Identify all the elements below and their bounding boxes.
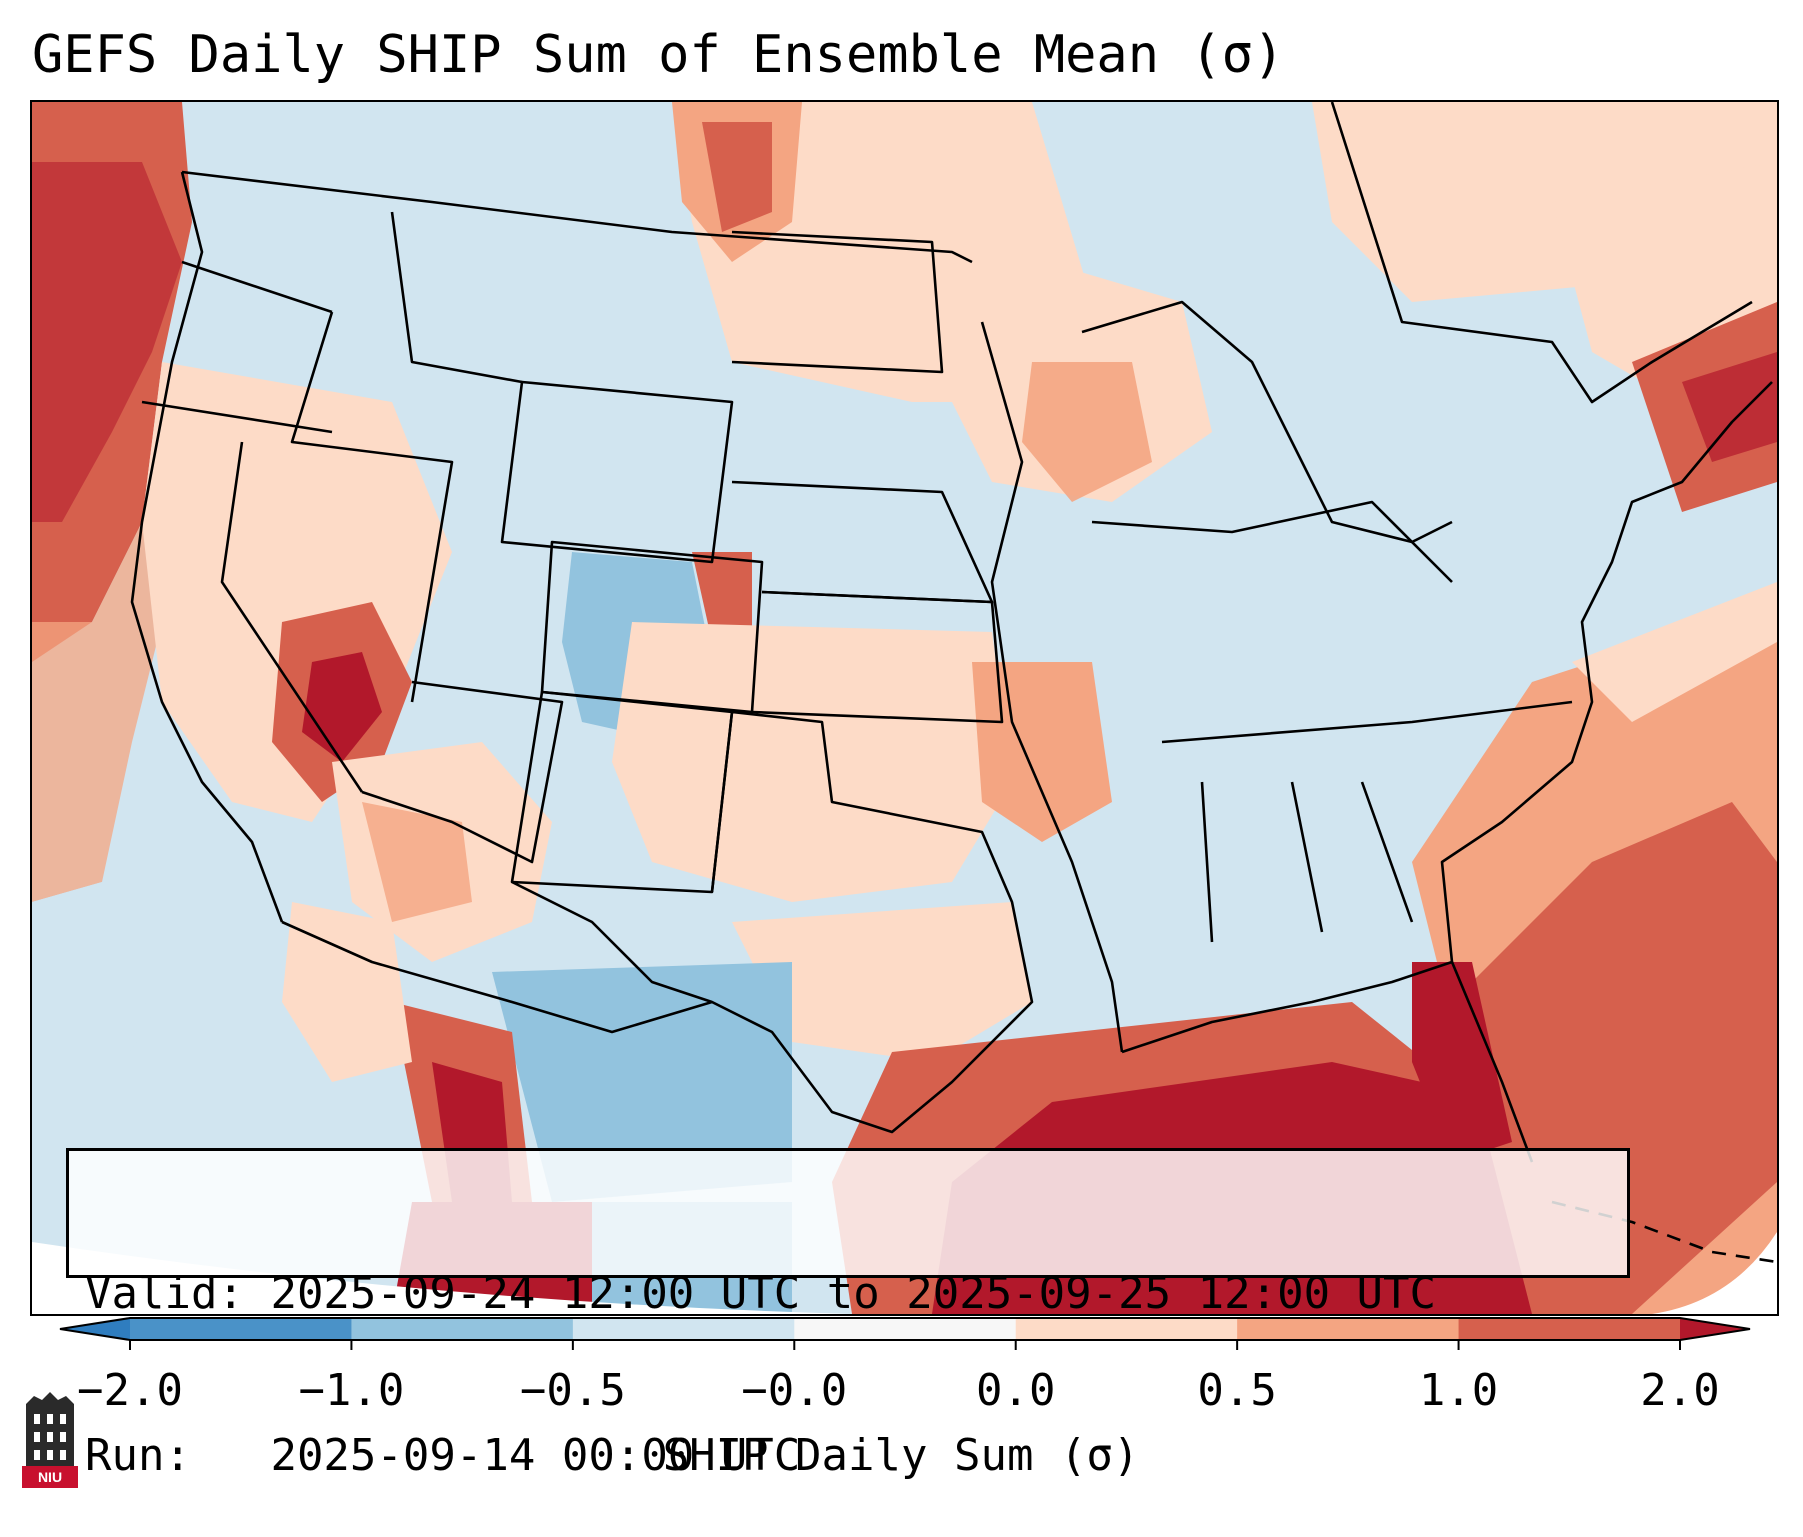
anomaly-colorado-positive (692, 552, 752, 642)
colorbar-tick-label: −1.0 (298, 1365, 405, 1416)
ohio-valley (1091, 500, 1453, 583)
anomaly-arkansas (972, 662, 1112, 842)
projection-edge-right (1652, 1232, 1777, 1314)
mississippi-river (980, 321, 1124, 1053)
anomaly-mexico-negative (492, 962, 792, 1202)
colorbar-tick-label: −0.5 (519, 1365, 626, 1416)
washington-oregon (181, 260, 333, 314)
anomaly-pacific-south (32, 882, 152, 1112)
colorbar-tick-label: 1.0 (1418, 1365, 1499, 1416)
idaho-montana (390, 211, 523, 384)
canada-east (1330, 102, 1753, 404)
colorbar-tick-label: 2.0 (1640, 1365, 1720, 1416)
colorbar-bin (1015, 1318, 1238, 1340)
colorbar-tick-label: 0.5 (1197, 1365, 1277, 1416)
logo-band (22, 1466, 78, 1488)
run-label: Run: (85, 1430, 191, 1481)
logo-windows (34, 1414, 66, 1460)
oregon-california (141, 400, 333, 434)
tennessee (1161, 700, 1573, 744)
run-line: Run: 2025-09-14 00:00 UTC (85, 1429, 1627, 1483)
colorbar-bin (1458, 1318, 1681, 1340)
colorbar-extend-low (60, 1318, 130, 1340)
arizona-border (361, 680, 564, 864)
anomaly-map (32, 102, 1777, 1314)
cuba-outline (1551, 1200, 1777, 1264)
anomaly-pacific-fringe (32, 522, 162, 902)
colorbar-tick-label: −0.0 (741, 1365, 848, 1416)
texas (511, 710, 1034, 1134)
colorbar-tick-label: −2.0 (77, 1365, 183, 1416)
anomaly-baja-light (282, 902, 412, 1082)
colorbar (59, 1317, 1751, 1350)
anomaly-nevada-core (302, 652, 382, 762)
anomaly-montana-core (702, 122, 772, 232)
anomaly-atlantic-fringe (1572, 582, 1777, 722)
map-title: GEFS Daily SHIP Sum of Ensemble Mean (σ) (32, 25, 1285, 85)
valid-value: 2025-09-24 12:00 UTC to 2025-09-25 12:00… (270, 1268, 1437, 1319)
logo-text: NIU (37, 1469, 63, 1485)
nevada-border (220, 441, 364, 793)
colorbar-bin (1237, 1318, 1460, 1340)
west-coast (130, 171, 284, 923)
borders (130, 102, 1777, 1264)
projection-edge (32, 1242, 852, 1314)
run-value: 2025-09-14 00:00 UTC (270, 1430, 801, 1481)
anomaly-new-england-core (1682, 352, 1777, 462)
wyoming (500, 380, 734, 564)
valid-line: Valid: 2025-09-24 12:00 UTC to 2025-09-2… (85, 1267, 1627, 1321)
colorbar-bin (572, 1318, 795, 1340)
niu-logo-icon (22, 1392, 78, 1488)
valid-label: Valid: (85, 1268, 244, 1319)
anomaly-pacific-core (32, 162, 182, 522)
alabama-georgia (1200, 781, 1414, 943)
us-canada-border (181, 170, 973, 264)
mexico-border (281, 920, 713, 1034)
anomaly-florida (1412, 962, 1512, 1162)
anomaly-arizona (362, 802, 472, 922)
colorbar-extend-high (1680, 1318, 1750, 1340)
dakotas (731, 230, 944, 374)
map-panel (30, 100, 1779, 1316)
anomaly-wisconsin (1022, 362, 1152, 502)
kansas-oklahoma (751, 590, 1004, 724)
logo-tower (26, 1392, 74, 1468)
colorbar-bin (130, 1318, 352, 1340)
colorbar-tick-label: 0.0 (975, 1365, 1056, 1416)
colorbar-label: SHIP Daily Sum (σ) (662, 1430, 1140, 1481)
colorbar-bin (351, 1318, 574, 1340)
info-box: Valid: 2025-09-24 12:00 UTC to 2025-09-2… (66, 1148, 1630, 1481)
gulf-coast (1121, 960, 1534, 1163)
anomaly-texas-east (732, 902, 1032, 1062)
anomaly-southern-plains (612, 622, 1012, 902)
colorbar-bin (794, 1318, 1017, 1340)
east-coast (1440, 381, 1773, 963)
utah-border (290, 311, 454, 703)
